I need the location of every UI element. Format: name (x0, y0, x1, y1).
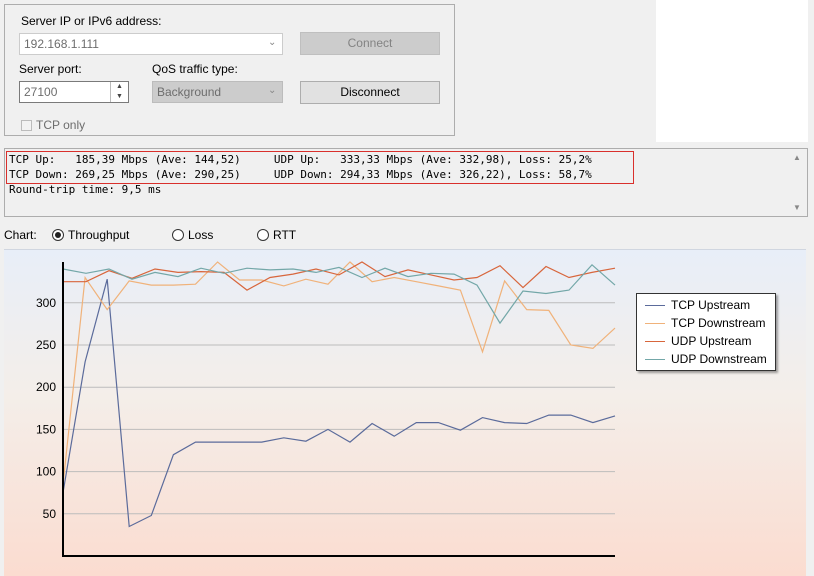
legend-swatch (645, 323, 665, 324)
series-line-udp-downstream (62, 263, 616, 325)
chart-selector-label: Chart: (4, 228, 37, 242)
legend-label: TCP Upstream (671, 298, 751, 312)
y-tick-label: 250 (36, 338, 56, 352)
legend-swatch (645, 359, 665, 360)
y-tick-label: 150 (36, 422, 56, 436)
y-tick-label: 300 (36, 296, 56, 310)
chart-series (62, 261, 616, 528)
chevron-down-icon[interactable]: ⌄ (268, 37, 277, 48)
radio-loss-label[interactable]: Loss (188, 228, 214, 242)
scroll-down-icon[interactable]: ▼ (793, 203, 801, 212)
legend-label: UDP Downstream (671, 352, 767, 366)
stats-line-3: Round-trip time: 9,5 ms (9, 183, 162, 196)
stepper-arrows[interactable]: ▲ ▼ (110, 82, 128, 102)
server-port-value: 27100 (24, 85, 58, 99)
connect-button[interactable]: Connect (300, 32, 440, 55)
series-line-udp-upstream (63, 261, 616, 291)
radio-loss[interactable] (172, 229, 184, 241)
qos-type-value: Background (157, 85, 222, 99)
tcp-only-checkbox[interactable] (21, 120, 32, 131)
qos-type-combo[interactable]: Background ⌄ (152, 81, 283, 103)
stats-line-1: TCP Up: 185,39 Mbps (Ave: 144,52) UDP Up… (9, 153, 592, 166)
stats-scrollbar[interactable]: ▲ ▼ (790, 151, 806, 215)
qos-type-label: QoS traffic type: (152, 62, 238, 76)
series-line-tcp-downstream (62, 261, 616, 485)
radio-rtt[interactable] (257, 229, 269, 241)
connection-group (4, 4, 455, 136)
stats-highlight-box (6, 151, 634, 184)
radio-throughput-label[interactable]: Throughput (68, 228, 130, 242)
legend-swatch (645, 341, 665, 342)
y-tick-label: 200 (36, 380, 56, 394)
series-line-tcp-upstream (62, 279, 616, 528)
legend-swatch (645, 305, 665, 306)
disconnect-button[interactable]: Disconnect (300, 81, 440, 104)
server-port-stepper[interactable]: 27100 ▲ ▼ (19, 81, 129, 103)
radio-rtt-label[interactable]: RTT (273, 228, 297, 242)
y-tick-label: 100 (36, 465, 56, 479)
server-address-value: 192.168.1.111 (24, 37, 99, 51)
scroll-up-icon[interactable]: ▲ (793, 153, 801, 162)
radio-throughput[interactable] (52, 229, 64, 241)
chevron-up-icon[interactable]: ▲ (116, 83, 123, 90)
chevron-down-icon[interactable]: ⌄ (268, 85, 277, 96)
chart-gridlines (63, 302, 615, 515)
chart-legend: TCP Upstream TCP Downstream UDP Upstream… (636, 293, 776, 371)
server-address-combo[interactable]: 192.168.1.111 ⌄ (19, 33, 283, 55)
server-port-label: Server port: (19, 62, 82, 76)
right-blank-panel (656, 0, 808, 142)
chevron-down-icon[interactable]: ▼ (116, 93, 123, 100)
server-address-label: Server IP or IPv6 address: (21, 14, 162, 28)
chart-y-ticks: 50 100 150 200 250 300 (36, 296, 56, 521)
legend-label: TCP Downstream (671, 316, 766, 330)
tcp-only-label: TCP only (36, 118, 86, 132)
stats-line-2: TCP Down: 269,25 Mbps (Ave: 290,25) UDP … (9, 168, 592, 181)
stats-textbox[interactable]: TCP Up: 185,39 Mbps (Ave: 144,52) UDP Up… (4, 148, 808, 217)
y-tick-label: 50 (43, 507, 57, 521)
legend-label: UDP Upstream (671, 334, 752, 348)
